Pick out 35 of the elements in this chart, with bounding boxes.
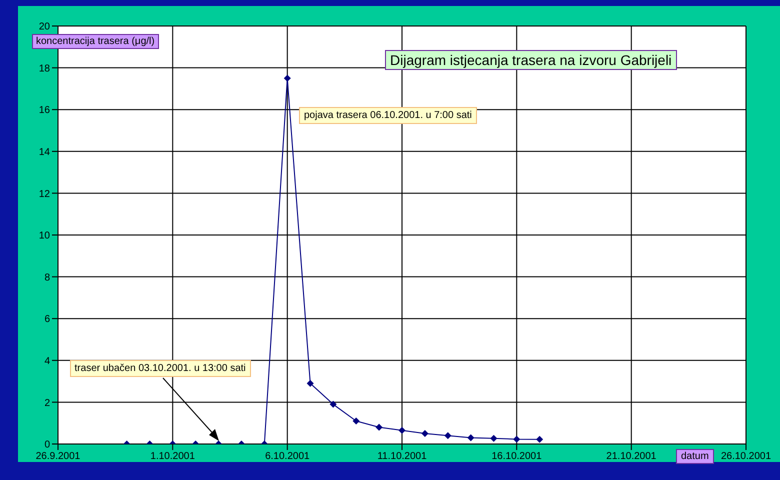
- point: [490, 434, 498, 442]
- y-tick-label: 10: [38, 230, 50, 242]
- point: [421, 430, 428, 438]
- point: [536, 436, 544, 443]
- y-tick-label: 8: [44, 272, 50, 284]
- x-tick-label: 26.10.2001: [720, 451, 772, 462]
- y-axis-title: koncentracija trasera (μg/l): [32, 34, 159, 49]
- x-tick-label: 16.10.2001: [492, 451, 542, 462]
- y-tick-label: 12: [38, 188, 50, 200]
- y-tick-label: 2: [44, 398, 50, 409]
- point: [398, 426, 406, 434]
- y-tick-label: 16: [38, 105, 50, 116]
- point: [330, 400, 337, 408]
- x-tick-label: 21.10.2001: [606, 451, 657, 462]
- point: [376, 424, 383, 431]
- point: [352, 418, 360, 425]
- point: [444, 432, 452, 440]
- x-tick-label: 26.9.2001: [36, 451, 81, 462]
- y-tick-label: 0: [44, 440, 50, 451]
- x-tick-label: 1.10.2001: [150, 451, 196, 462]
- y-tick-label: 4: [44, 356, 50, 367]
- x-tick-label: 6.10.2001: [265, 451, 310, 462]
- x-tick-label: 11.10.2001: [377, 451, 428, 462]
- y-tick-label: 6: [44, 314, 50, 326]
- point: [513, 436, 520, 443]
- y-tick-label: 14: [38, 146, 50, 158]
- point: [306, 380, 314, 387]
- x-axis-title: datum: [676, 449, 714, 464]
- text: Dijagram istjecanja trasera na izvoru Gabrijeli: [385, 50, 677, 70]
- annotation: traser ubačen 03.10.2001. u 13:00 sati: [70, 360, 251, 377]
- y-tick-label: 18: [38, 63, 50, 74]
- point: [467, 434, 474, 442]
- annotation: pojava trasera 06.10.2001. u 7:00 sati: [299, 107, 477, 124]
- y-tick-label: 20: [38, 22, 50, 33]
- point: [284, 74, 291, 82]
